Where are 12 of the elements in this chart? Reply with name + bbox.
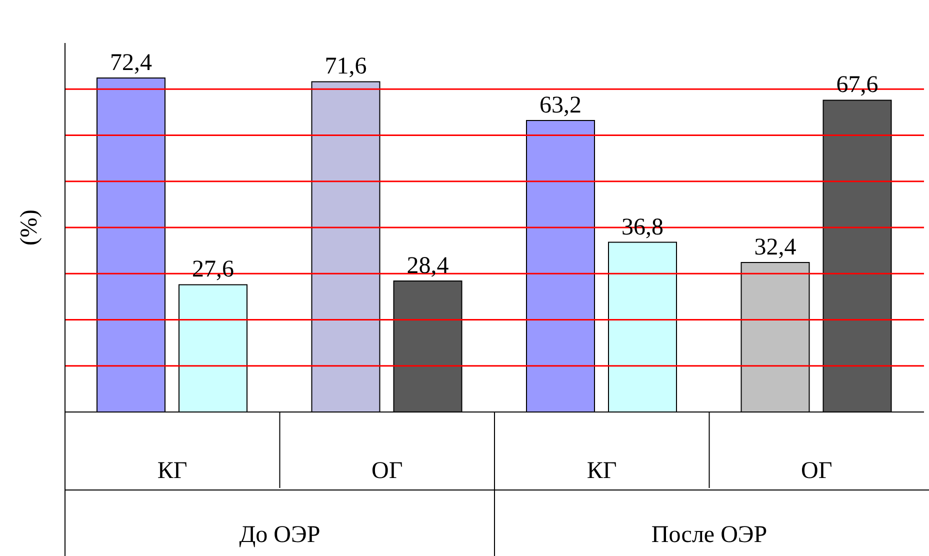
x-tick-label: ОГ bbox=[372, 458, 403, 484]
x-tick-label: КГ bbox=[157, 458, 188, 484]
data-label: 28,4 bbox=[406, 253, 449, 280]
data-label: 72,4 bbox=[110, 50, 152, 76]
text: После ОЭР bbox=[651, 522, 768, 548]
data-label: 63,2 bbox=[540, 92, 582, 118]
data-label: 71,6 bbox=[324, 54, 367, 80]
text: До ОЭР bbox=[239, 522, 320, 548]
x-tick-label: ОГ bbox=[801, 458, 832, 484]
x-tick-label: КГ bbox=[586, 458, 617, 484]
y-axis-title: (%) bbox=[16, 210, 43, 246]
data-label: 32,4 bbox=[754, 234, 796, 261]
